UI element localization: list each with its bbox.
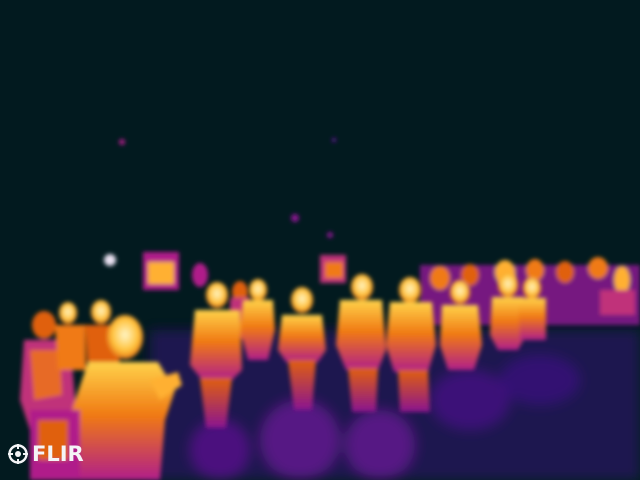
flir-logo-text: FLIR xyxy=(32,441,84,466)
mid-crowd xyxy=(190,273,546,428)
background-screens xyxy=(143,252,346,290)
flir-logo-icon xyxy=(8,444,28,464)
distant-heat-spots xyxy=(104,138,336,266)
flir-logo: FLIR xyxy=(8,440,84,468)
foreground-crowd xyxy=(20,300,182,480)
